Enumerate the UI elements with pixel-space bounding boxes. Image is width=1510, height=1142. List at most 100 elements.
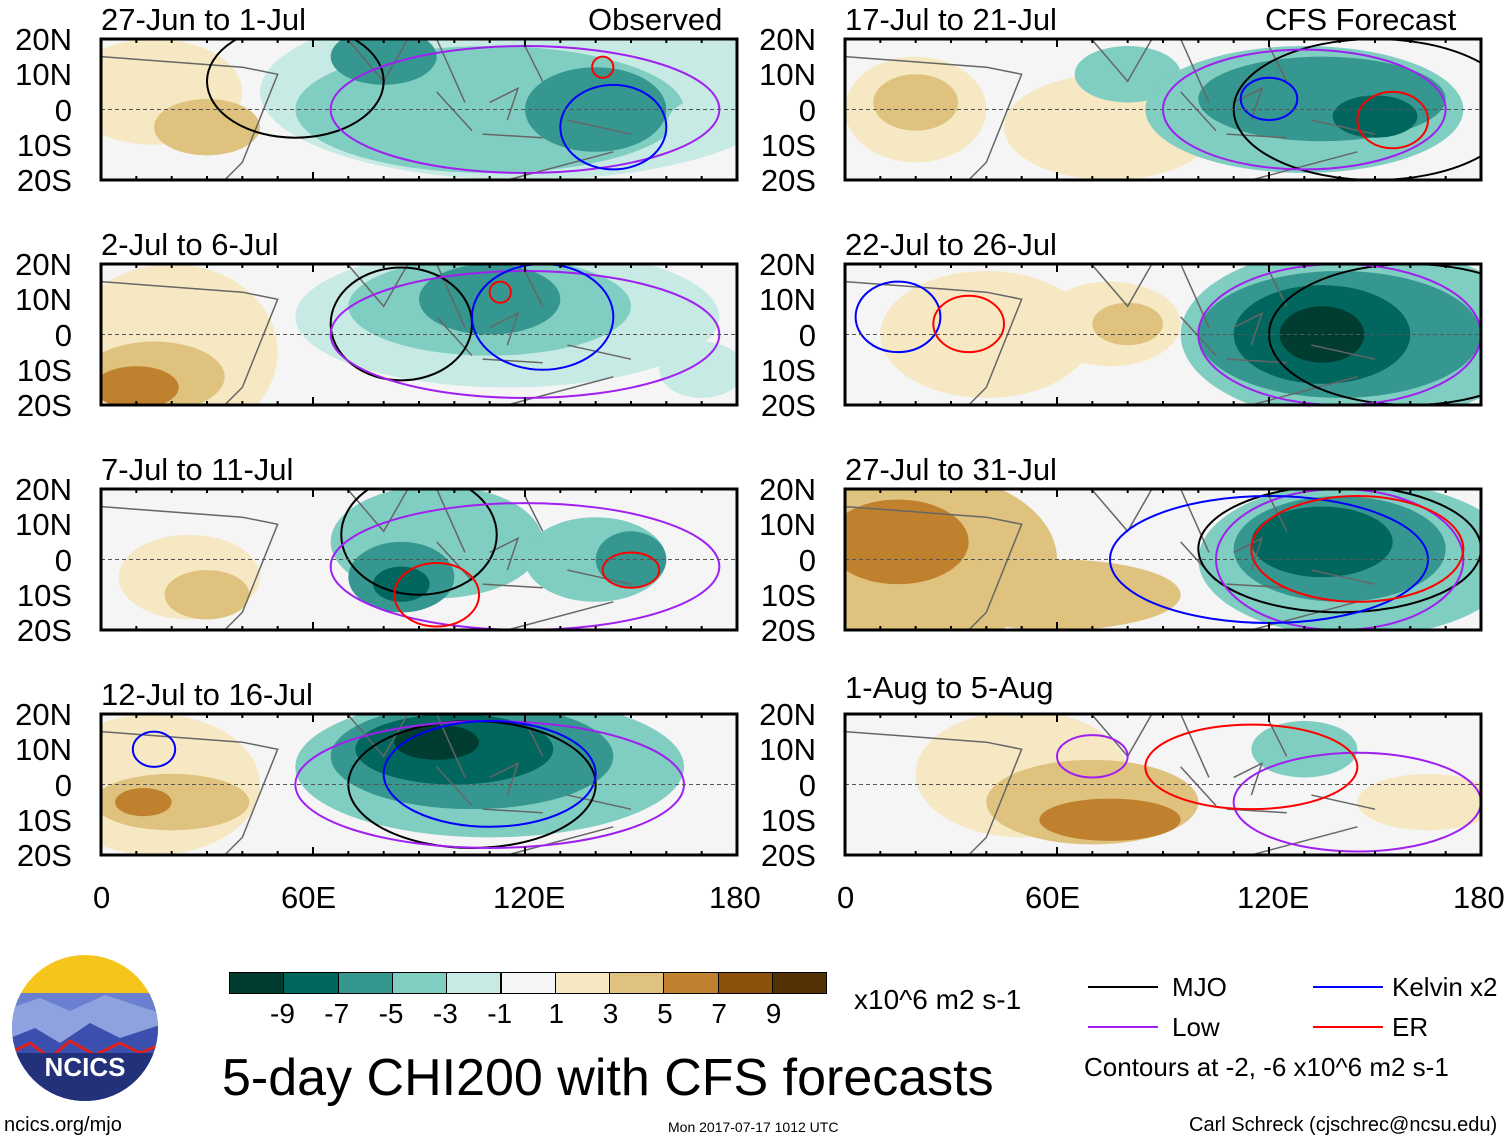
contour-line — [1268, 264, 1481, 405]
lat-tick-label: 0 — [798, 542, 816, 578]
anomaly-region — [666, 98, 737, 156]
anomaly-region — [1357, 773, 1481, 831]
lat-tick-label: 20S — [760, 163, 816, 198]
colorbar-swatch — [663, 972, 719, 994]
lat-tick-label: 10S — [760, 127, 816, 163]
lat-tick-label: 20S — [760, 613, 816, 648]
lat-tick-label: 0 — [54, 767, 72, 803]
colorbar-tick-label: 3 — [602, 998, 619, 1029]
colorbar-swatch — [772, 972, 828, 994]
contour-line — [932, 294, 1005, 354]
lon-tick-label: 60E — [1025, 880, 1081, 915]
lat-tick-label: 10S — [16, 352, 72, 388]
lon-tick-label: 0 — [837, 880, 855, 915]
colorbar-swatch — [717, 972, 773, 994]
anomaly-region — [1039, 798, 1181, 841]
lat-tick-label: 10N — [15, 732, 72, 768]
lat-tick-label: 0 — [798, 317, 816, 353]
panel-title: 27-Jun to 1-Jul — [101, 2, 307, 37]
map-panel — [99, 487, 739, 632]
anomaly-region — [373, 566, 430, 602]
anomaly-region — [154, 98, 260, 156]
map-panel — [843, 712, 1483, 857]
anomaly-region — [1092, 302, 1163, 346]
lat-tick-label: 20S — [760, 838, 816, 873]
anomaly-region — [101, 366, 179, 405]
lat-tick-label: 10S — [760, 577, 816, 613]
colorbar-tick-label: 9 — [765, 998, 782, 1029]
coastline — [101, 264, 632, 405]
footer-credit: Carl Schreck (cjschrec@ncsu.edu) — [1189, 1114, 1498, 1136]
anomaly-region — [873, 74, 959, 131]
lat-tick-label: 10N — [759, 732, 816, 768]
lat-tick-label: 0 — [54, 317, 72, 353]
contour-line — [471, 264, 615, 371]
lat-tick-label: 10S — [16, 802, 72, 838]
lat-tick-label: 20N — [759, 472, 816, 507]
colorbar-swatch — [391, 972, 448, 994]
legend-label: Low — [1172, 1012, 1220, 1042]
contour-line — [206, 39, 385, 139]
lat-tick-label: 10N — [15, 507, 72, 543]
anomaly-region — [845, 499, 969, 585]
lat-tick-label: 10N — [759, 507, 816, 543]
lon-tick-label: 120E — [493, 880, 566, 915]
figure-title: 5-day CHI200 with CFS forecasts — [222, 1049, 994, 1107]
contour-line — [1239, 76, 1299, 122]
contour-line — [131, 730, 177, 768]
anomaly-region — [394, 724, 480, 760]
colorbar-tick-label: -7 — [324, 998, 350, 1029]
colorbar-tick-label: -5 — [378, 998, 404, 1029]
lon-tick-label: 0 — [93, 880, 111, 915]
lon-tick-label: 180 — [709, 880, 761, 915]
lat-tick-label: 20N — [759, 22, 816, 57]
map-panel — [99, 712, 739, 857]
lat-tick-label: 20S — [16, 388, 72, 423]
anomaly-region — [1332, 95, 1418, 138]
colorbar-swatch — [229, 972, 285, 994]
ncics-logo: NCICS — [12, 955, 158, 1101]
lat-tick-label: 20S — [16, 163, 72, 198]
colorbar-swatch — [609, 972, 665, 994]
anomaly-region — [933, 559, 1181, 630]
legend-line — [1313, 1026, 1383, 1028]
observed-label: Observed — [588, 2, 723, 37]
colorbar-swatch — [446, 972, 502, 994]
logo-text: NCICS — [45, 1052, 126, 1082]
lat-tick-label: 20N — [15, 472, 72, 507]
lon-tick-label: 120E — [1237, 880, 1310, 915]
contour-line — [1356, 90, 1430, 150]
lat-tick-label: 20N — [15, 22, 72, 57]
contour-line — [340, 489, 498, 596]
map-panel — [99, 262, 739, 407]
anomaly-region — [595, 531, 667, 588]
contours-note: Contours at -2, -6 x10^6 m2 s-1 — [1084, 1052, 1449, 1082]
lat-tick-label: 10S — [760, 802, 816, 838]
legend-line — [1088, 1026, 1158, 1028]
lat-tick-label: 20N — [759, 697, 816, 732]
map-panel — [843, 37, 1483, 182]
lat-tick-label: 10S — [760, 352, 816, 388]
map-panel — [843, 487, 1483, 632]
contour-line — [601, 551, 661, 589]
coastline — [101, 489, 632, 630]
contour-line — [591, 55, 615, 79]
legend-label: Kelvin x2 — [1392, 972, 1498, 1002]
colorbar-swatch — [283, 972, 339, 994]
lat-tick-label: 20N — [15, 247, 72, 282]
map-panel — [99, 37, 739, 182]
colorbar-tick-label: 1 — [548, 998, 565, 1029]
contour-line — [854, 280, 942, 354]
contour-line — [1144, 723, 1359, 811]
coastline — [101, 714, 632, 855]
colorbar-tick-label: 7 — [711, 998, 727, 1029]
lon-tick-label: 60E — [281, 880, 337, 915]
lat-tick-label: 10N — [15, 57, 72, 93]
footer-url[interactable]: ncics.org/mjo — [4, 1114, 122, 1136]
lat-tick-label: 0 — [798, 767, 816, 803]
panel-title: 27-Jul to 31-Jul — [845, 452, 1057, 487]
contour-line — [488, 280, 512, 304]
legend-line — [1313, 986, 1383, 988]
anomaly-region — [419, 264, 561, 335]
